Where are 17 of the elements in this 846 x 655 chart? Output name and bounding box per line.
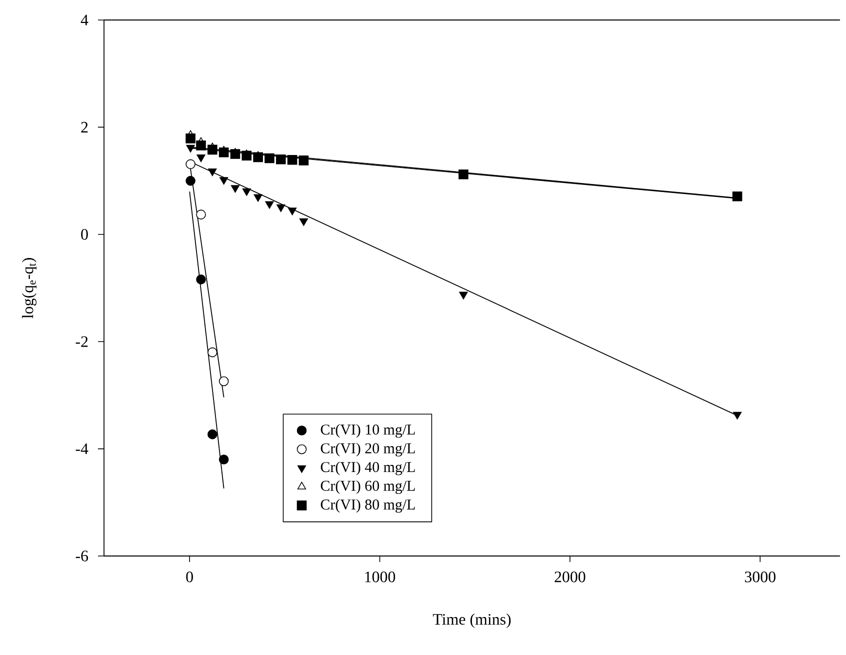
y-tick-label: 2 bbox=[81, 122, 88, 132]
x-tick-label: 3000 bbox=[744, 572, 776, 582]
y-axis-title: log(q$_{e}$-q$_{t}$) bbox=[22, 258, 36, 318]
y-tick-label: -2 bbox=[76, 336, 88, 347]
y-tick-label: -4 bbox=[76, 444, 88, 454]
legend-label: Cr(VI) 40 mg/L bbox=[320, 462, 415, 476]
y-tick-label: 4 bbox=[80, 14, 88, 26]
x-axis-title: Time (mins) bbox=[432, 614, 511, 628]
x-tick-label: 0 bbox=[186, 572, 193, 582]
x-tick-label: 1000 bbox=[365, 572, 396, 582]
y-tick-label: 0 bbox=[81, 229, 88, 240]
legend-label: Cr(VI) 20 mg/L bbox=[320, 442, 415, 456]
y-tick-label: -6 bbox=[76, 550, 88, 562]
legend-label: Cr(VI) 10 mg/L bbox=[320, 424, 415, 438]
legend-label: Cr(VI) 60 mg/L bbox=[320, 480, 415, 494]
legend-label: Cr(VI) 80 mg/L bbox=[320, 499, 415, 513]
x-tick-label: 2000 bbox=[554, 572, 586, 582]
